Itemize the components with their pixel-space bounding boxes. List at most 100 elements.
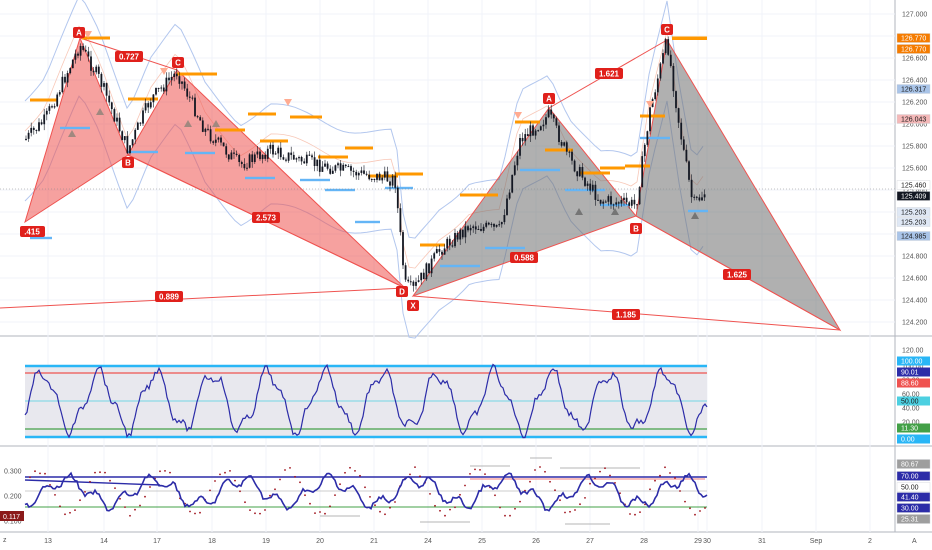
osc2-dot	[654, 479, 656, 482]
label-right-ratio-4: 1.185	[616, 311, 637, 320]
pattern-labels-left: A C B D 0.727 2.573 0.889 .415	[20, 27, 408, 302]
candle-body	[352, 170, 355, 172]
candle-body	[259, 151, 261, 160]
osc2-dot	[679, 490, 681, 492]
candle-body	[194, 97, 196, 117]
candle-body	[136, 122, 139, 130]
candle-body	[149, 102, 152, 108]
orange-level-marker	[420, 243, 445, 247]
osc2-dot	[439, 509, 441, 512]
candle-body	[168, 77, 170, 81]
blue-level-marker	[640, 136, 670, 140]
osc2-dot	[294, 475, 296, 478]
candle-body	[443, 248, 446, 255]
candle-body	[162, 87, 165, 92]
candle-body	[126, 136, 129, 154]
osc2-dot	[429, 493, 431, 495]
price-tag-label: 125.460	[901, 183, 926, 190]
price-tick-label: 124.200	[902, 320, 927, 327]
osc2-dot	[124, 506, 126, 508]
oscillator-2-panel[interactable]	[24, 457, 708, 525]
price-tag-bg	[896, 231, 931, 241]
time-axis-corner-right[interactable]: A	[912, 538, 917, 545]
price-tick-label: 126.000	[902, 122, 927, 129]
osc2-dot	[629, 513, 631, 515]
candle-body	[407, 279, 410, 282]
candle-body	[248, 154, 251, 168]
candle-body	[240, 162, 243, 164]
candle-body	[659, 63, 662, 79]
osc2-dot	[104, 471, 106, 474]
candle-body	[183, 81, 186, 89]
candle-body	[373, 178, 376, 180]
blue-level-marker	[60, 126, 90, 130]
osc1-tick-label: 60.00	[902, 392, 920, 399]
osc2-dot	[239, 490, 241, 493]
candle-body	[433, 253, 436, 259]
orange-level-marker	[30, 98, 58, 102]
osc2-dot	[354, 470, 356, 472]
osc2-left-tick: 0.200	[4, 494, 22, 501]
candle-body	[565, 142, 568, 152]
osc2-dot	[704, 507, 706, 509]
candle-body	[698, 197, 701, 201]
candle-body	[467, 226, 469, 231]
candle-body	[662, 53, 664, 64]
candle-body	[45, 110, 48, 115]
candle-body	[610, 196, 612, 205]
harmonic-pattern-right[interactable]	[411, 38, 842, 332]
candle-body	[677, 108, 680, 123]
osc2-left-tag-bg	[0, 511, 24, 521]
candle-body	[422, 272, 425, 280]
candle-body	[25, 138, 27, 140]
blue-level-marker	[30, 236, 52, 240]
time-tick-label: 26	[532, 538, 540, 545]
price-tag-label: 126.770	[901, 36, 926, 43]
osc2-dot	[314, 512, 316, 514]
osc2-dot	[499, 506, 501, 509]
candle-body	[277, 147, 280, 154]
osc2-dot	[344, 471, 346, 474]
candle-body	[201, 120, 204, 132]
label-left-a: A	[76, 29, 82, 38]
time-tick-label: 18	[208, 538, 216, 545]
candle-body	[560, 142, 563, 146]
candle-body	[451, 245, 454, 247]
candle-body	[409, 281, 412, 283]
candle-body	[181, 81, 183, 84]
candle-body	[391, 175, 394, 186]
candle-body	[308, 154, 311, 156]
label-right-ratio-1: 1.621	[599, 70, 620, 79]
candle-body	[295, 158, 298, 160]
harmonic-pattern-left[interactable]	[0, 36, 406, 309]
signal-markers	[68, 31, 699, 219]
candle-body	[615, 202, 618, 205]
time-axis-corner-left[interactable]: z	[3, 537, 7, 544]
price-tag-label: 124.985	[901, 234, 926, 241]
candle-body	[217, 137, 220, 140]
label-left-ratio-4: .415	[24, 228, 40, 237]
osc2-dot	[164, 470, 166, 472]
candle-body	[612, 204, 615, 206]
price-axis[interactable]: 127.000126.800126.600126.400126.200126.0…	[902, 12, 927, 327]
osc2-dot	[389, 506, 391, 509]
osc2-dot	[269, 494, 271, 497]
time-axis[interactable]: 13 14 17 18 19 20 21 24 25 26 27 28 29 30 31 Sep 2	[44, 538, 872, 545]
blue-level-marker	[245, 176, 275, 180]
osc2-dot	[699, 510, 701, 512]
osc2-dot	[129, 514, 131, 517]
oscillator-1-panel[interactable]	[24, 363, 708, 439]
candle-body	[64, 76, 66, 83]
candle-body	[279, 147, 282, 158]
osc2-dot	[284, 469, 286, 471]
candle-body	[199, 117, 202, 121]
candle-body	[186, 88, 189, 97]
osc2-tag-bg	[896, 459, 931, 469]
candle-body	[188, 96, 191, 98]
candle-body	[472, 226, 475, 228]
osc2-tag-label: 50.00	[901, 485, 919, 492]
osc2-dot	[319, 511, 321, 513]
osc1-tag-bg	[897, 434, 930, 444]
blue-level-marker	[300, 178, 330, 182]
